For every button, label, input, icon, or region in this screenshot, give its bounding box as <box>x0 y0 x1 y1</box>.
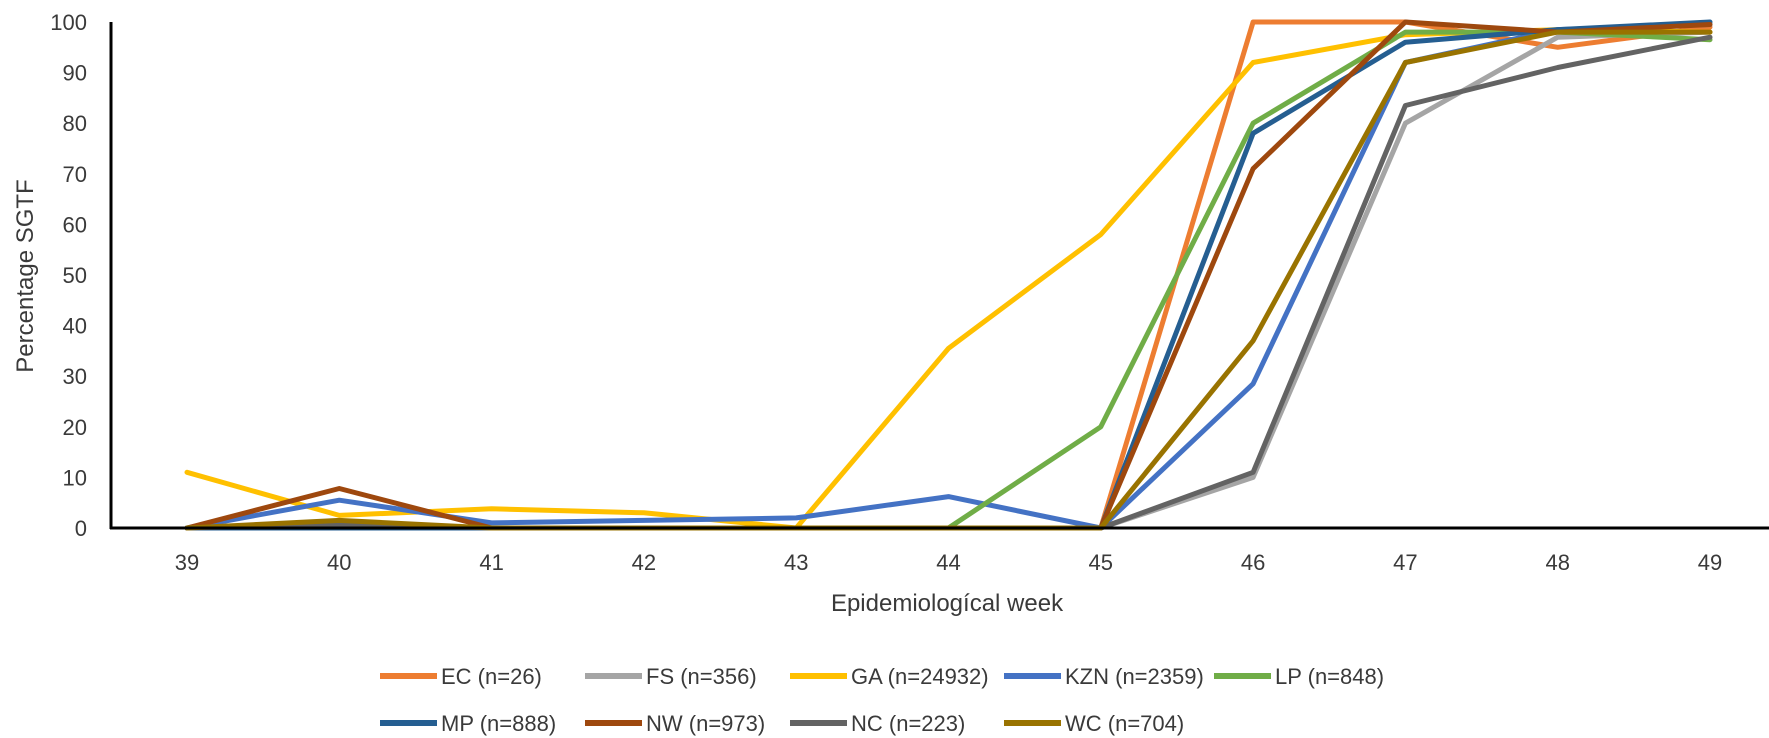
series-line-5 <box>184 19 1713 531</box>
y-tick-label: 40 <box>63 314 87 339</box>
x-axis-title: Epidemiologícal week <box>831 590 1064 617</box>
legend-label: MP (n=888) <box>441 711 556 736</box>
y-tick-label: 50 <box>63 263 87 288</box>
y-axis-title: Percentage SGTF <box>12 179 39 372</box>
series-line-2 <box>184 27 1713 531</box>
legend-label: LP (n=848) <box>1275 664 1384 689</box>
y-tick-label: 90 <box>63 61 87 86</box>
y-tick-label: 100 <box>50 10 87 35</box>
x-tick-label: 42 <box>632 550 656 575</box>
series-lines <box>184 19 1713 531</box>
legend-label: EC (n=26) <box>441 664 542 689</box>
x-tick-label: 41 <box>479 550 503 575</box>
x-tick-label: 40 <box>327 550 351 575</box>
legend-label: NW (n=973) <box>646 711 765 736</box>
x-tick-label: 47 <box>1393 550 1417 575</box>
x-tick-label: 46 <box>1241 550 1265 575</box>
y-tick-label: 70 <box>63 162 87 187</box>
y-tick-label: 20 <box>63 415 87 440</box>
x-tick-label: 45 <box>1089 550 1113 575</box>
y-tick-label: 10 <box>63 465 87 490</box>
series-line-7 <box>184 34 1713 531</box>
legend-label: GA (n=24932) <box>851 664 989 689</box>
legend-label: KZN (n=2359) <box>1065 664 1204 689</box>
x-tick-label: 43 <box>784 550 808 575</box>
x-tick-label: 49 <box>1698 550 1722 575</box>
y-axis-tick-labels: 0 10 20 30 40 50 60 70 80 90 100 <box>50 10 87 541</box>
series-line-8 <box>184 29 1713 531</box>
legend: EC (n=26) FS (n=356) GA (n=24932) KZN (n=23… <box>380 664 1384 736</box>
y-tick-label: 0 <box>75 516 87 541</box>
series-line-0 <box>184 19 1713 531</box>
y-tick-label: 80 <box>63 111 87 136</box>
x-tick-label: 39 <box>175 550 199 575</box>
y-tick-label: 60 <box>63 212 87 237</box>
x-tick-label: 44 <box>936 550 960 575</box>
legend-label: FS (n=356) <box>646 664 757 689</box>
legend-label: NC (n=223) <box>851 711 965 736</box>
series-line-1 <box>184 29 1713 531</box>
y-tick-label: 30 <box>63 364 87 389</box>
series-line-4 <box>184 29 1713 531</box>
series-line-6 <box>184 19 1713 531</box>
x-tick-label: 48 <box>1545 550 1569 575</box>
legend-label: WC (n=704) <box>1065 711 1184 736</box>
series-line-3 <box>184 22 1713 531</box>
x-axis-tick-labels: 39 40 41 42 43 44 45 46 47 48 49 <box>175 550 1722 575</box>
